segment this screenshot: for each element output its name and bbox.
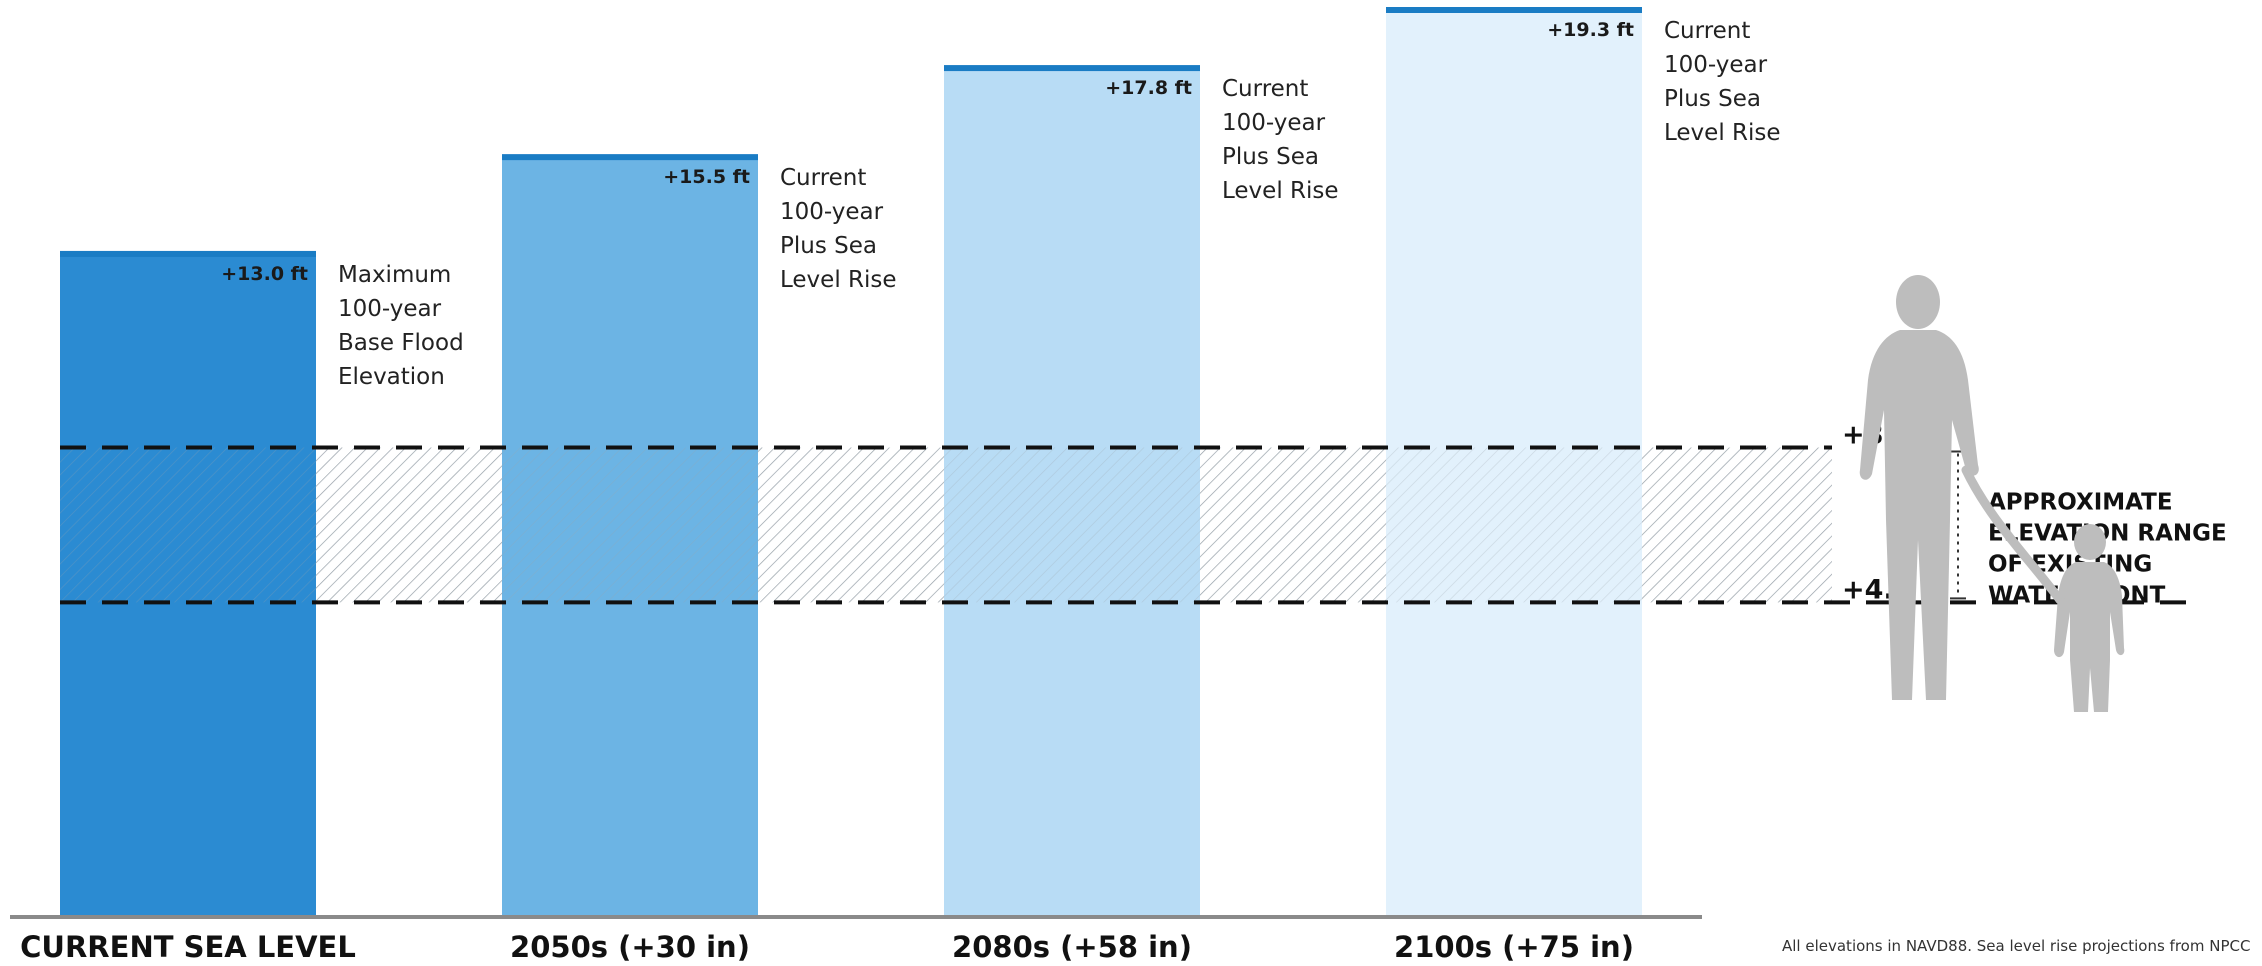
bar-description-4: Level Rise bbox=[1664, 120, 1781, 146]
bar-description-4: Current bbox=[1664, 18, 1750, 44]
elevation-range-overlay bbox=[60, 447, 1832, 603]
bar-description-3: Plus Sea bbox=[1222, 144, 1319, 170]
bar-description-1: Elevation bbox=[338, 364, 445, 390]
bar-description-3: Current bbox=[1222, 76, 1308, 102]
bar-description-4: 100-year bbox=[1664, 52, 1768, 78]
bar-top-line-4 bbox=[1386, 7, 1642, 13]
range-label: APPROXIMATE bbox=[1988, 490, 2173, 516]
bar-description-3: Level Rise bbox=[1222, 178, 1339, 204]
value-label-4: +19.3 ft bbox=[1547, 19, 1634, 41]
bar-description-1: Base Flood bbox=[338, 330, 464, 356]
value-label-3: +17.8 ft bbox=[1105, 77, 1192, 99]
bar-top-line-2 bbox=[502, 154, 758, 161]
bar-description-2: Current bbox=[780, 165, 866, 191]
range-label: ELEVATION RANGE bbox=[1988, 521, 2227, 547]
bar-description-3: 100-year bbox=[1222, 110, 1326, 136]
category-label-1: CURRENT SEA LEVEL bbox=[20, 930, 356, 964]
category-label-4: 2100s (+75 in) bbox=[1394, 930, 1634, 964]
bar-description-1: 100-year bbox=[338, 296, 442, 322]
bar-top-line-3 bbox=[944, 65, 1200, 72]
bar-description-4: Plus Sea bbox=[1664, 86, 1761, 112]
bar-description-2: 100-year bbox=[780, 199, 884, 225]
person-and-child-silhouette-icon bbox=[1859, 275, 2125, 712]
bar-top-line-1 bbox=[60, 250, 316, 257]
category-label-2: 2050s (+30 in) bbox=[510, 930, 750, 964]
bar-description-2: Level Rise bbox=[780, 267, 897, 293]
category-label-3: 2080s (+58 in) bbox=[952, 930, 1192, 964]
footnote: All elevations in NAVD88. Sea level rise… bbox=[1782, 937, 2252, 955]
bar-description-2: Plus Sea bbox=[780, 233, 877, 259]
value-label-2: +15.5 ft bbox=[663, 166, 750, 188]
bar-description-1: Maximum bbox=[338, 262, 451, 288]
value-label-1: +13.0 ft bbox=[221, 263, 308, 285]
